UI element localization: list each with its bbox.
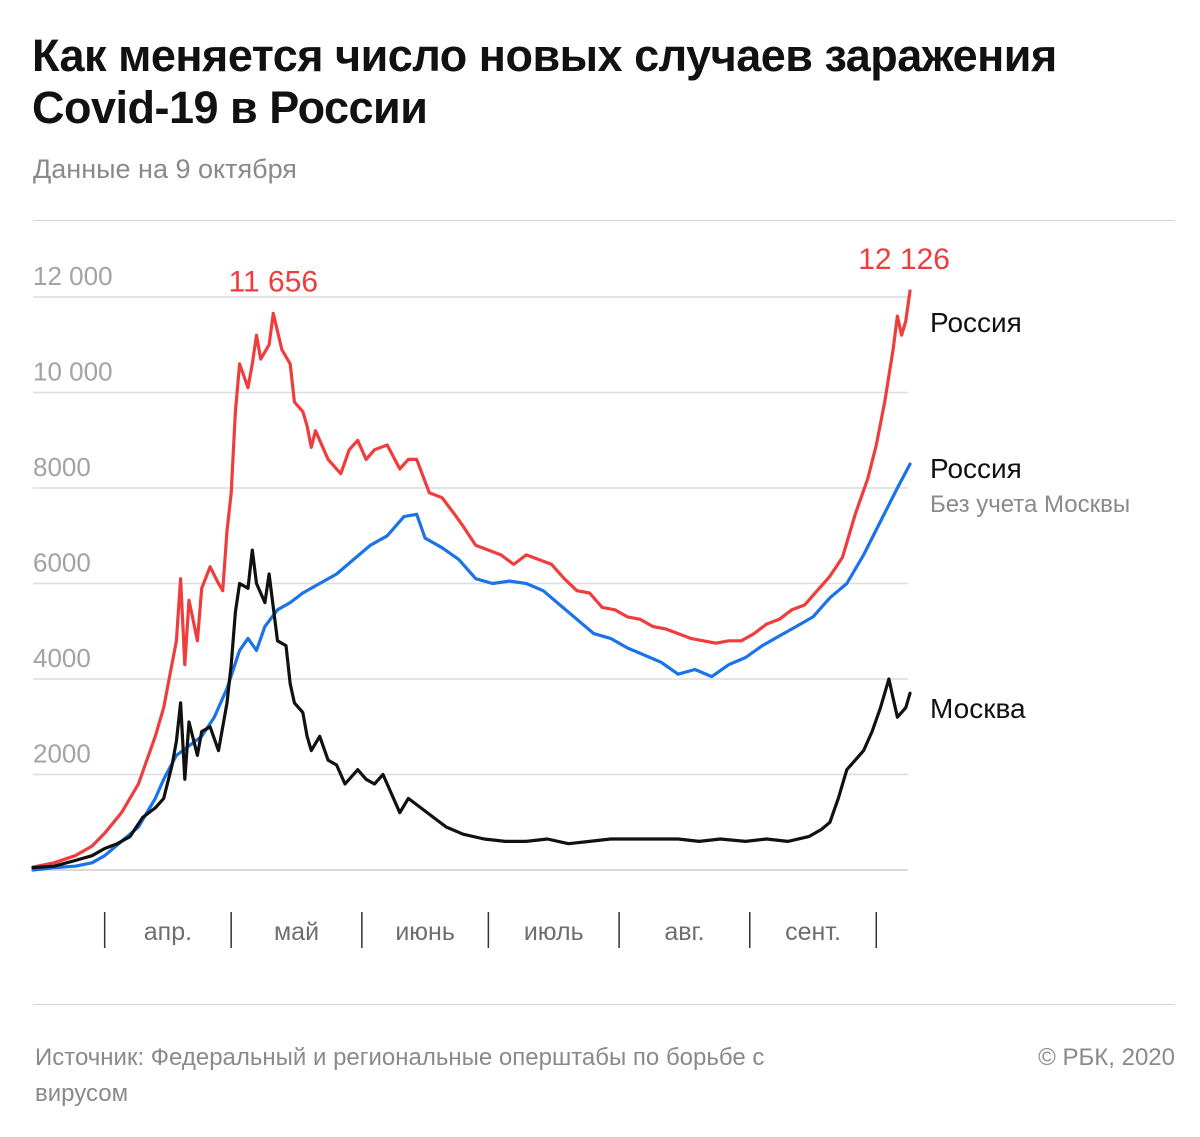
y-tick-label: 10 000 <box>33 357 113 387</box>
copyright: © РБК, 2020 <box>1038 1044 1175 1071</box>
chart-title: Как меняется число новых случаев заражен… <box>32 30 1057 133</box>
month-label: июль <box>524 918 584 946</box>
series-label: Россия <box>930 453 1022 484</box>
covid-line-chart: 2000 4000 6000 8000 10 000 12 000 апр. май июнь… <box>31 243 1130 948</box>
peak-annotation: 12 126 <box>858 243 950 276</box>
series-line-2 <box>31 548 912 870</box>
peak-annotations: 11 656 12 126 <box>229 243 950 298</box>
y-tick-label: 2000 <box>33 739 91 769</box>
peak-annotation: 11 656 <box>229 265 319 298</box>
series-line-1 <box>31 462 912 872</box>
month-label: авг. <box>664 918 704 946</box>
chart-subtitle: Данные на 9 октября <box>33 154 297 184</box>
month-label: май <box>274 918 319 946</box>
bottom-divider <box>33 1004 1175 1005</box>
top-divider <box>33 220 1175 221</box>
series-label: Москва <box>930 693 1026 724</box>
month-label: июнь <box>395 918 455 946</box>
series-sublabel: Без учета Москвы <box>930 491 1130 518</box>
x-axis-months: апр. май июнь июль авг. сент. <box>103 912 878 948</box>
month-label: апр. <box>144 918 192 946</box>
grid-lines <box>33 296 908 871</box>
month-label: сент. <box>785 918 841 946</box>
series-lines <box>31 289 912 872</box>
y-tick-label: 8000 <box>33 452 91 482</box>
y-tick-label: 12 000 <box>33 261 113 291</box>
y-tick-label: 4000 <box>33 643 91 673</box>
series-label: Россия <box>930 307 1022 338</box>
source-note: Источник: Федеральный и региональные опе… <box>35 1044 765 1107</box>
series-line-0 <box>31 289 912 869</box>
y-tick-label: 6000 <box>33 548 91 578</box>
y-axis-labels: 2000 4000 6000 8000 10 000 12 000 <box>33 261 113 769</box>
series-labels: Россия Россия Без учета Москвы Москва <box>930 307 1130 724</box>
